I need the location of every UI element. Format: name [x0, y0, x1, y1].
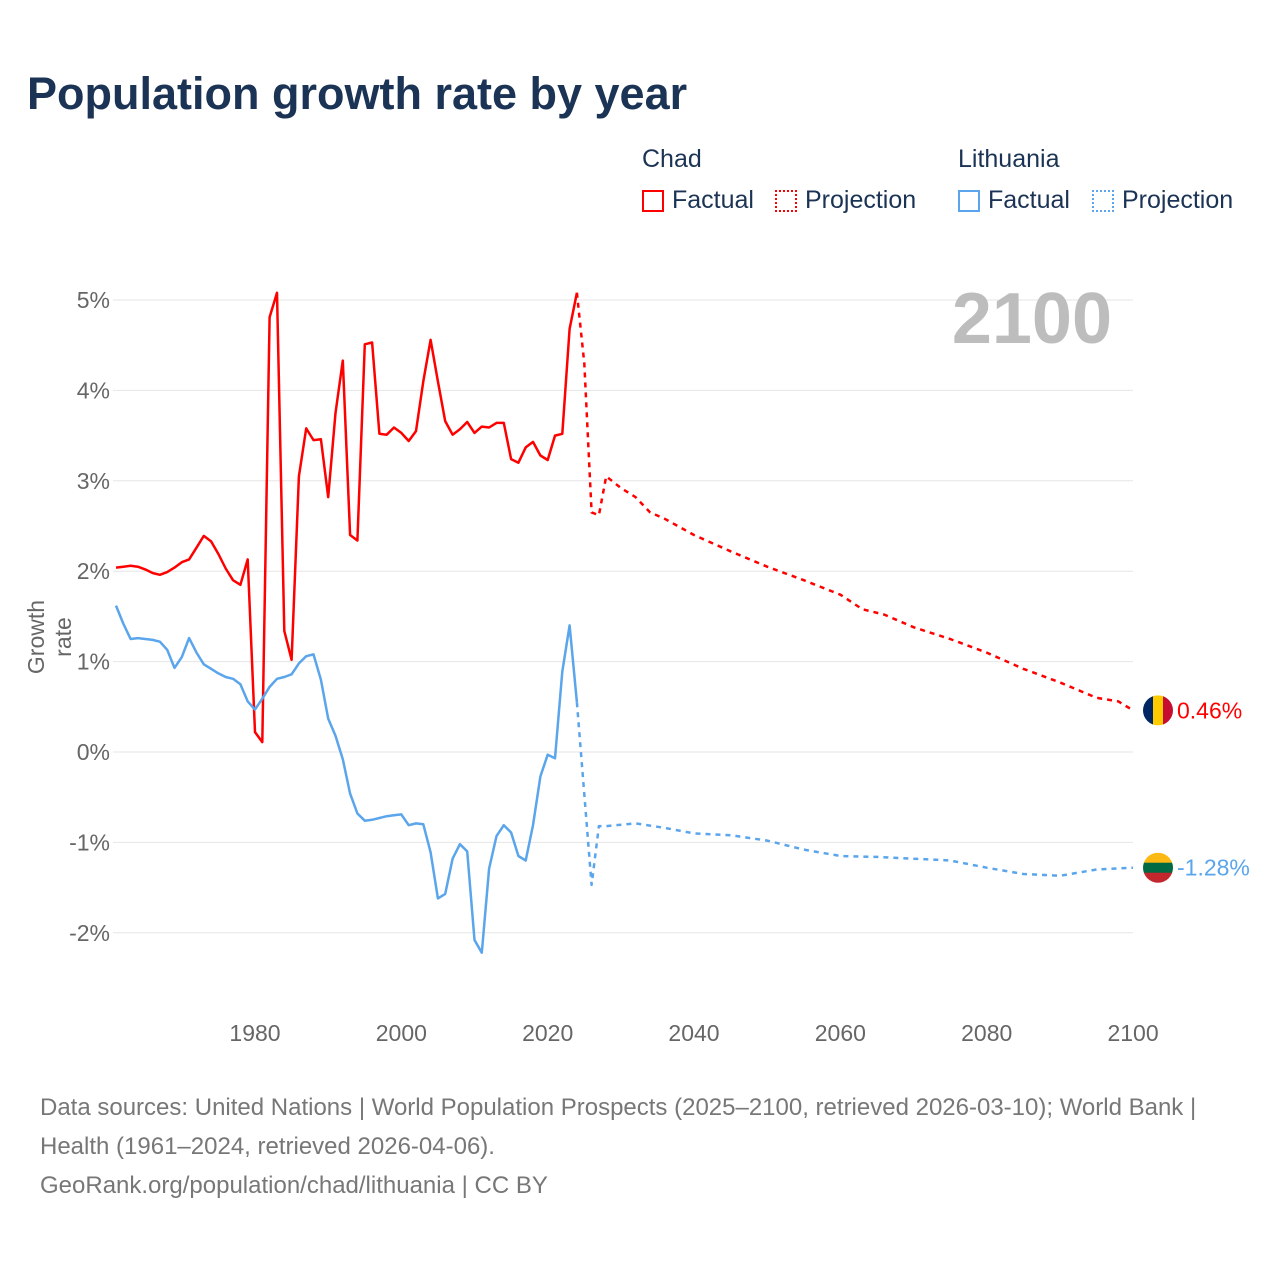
y-tick-label: 2%	[77, 558, 110, 584]
legend-chad-factual[interactable]: Factual	[642, 186, 754, 215]
source-link[interactable]: GeoRank.org/population/chad/lithuania | …	[40, 1172, 548, 1199]
x-tick-label: 2040	[668, 1020, 719, 1046]
legend-lithuania-projection[interactable]: Projection	[1092, 186, 1233, 215]
chad-factual-line	[115, 291, 579, 744]
x-tick-label: 1980	[229, 1020, 280, 1046]
legend-swatch-solid	[642, 189, 664, 212]
x-tick-label: 2000	[376, 1020, 427, 1046]
legend-swatch-dotted	[1092, 189, 1114, 212]
legend-label: Factual	[672, 186, 754, 214]
x-tick-label: 2020	[522, 1020, 573, 1046]
chad-projection-line	[575, 292, 1134, 712]
legend-label: Factual	[988, 186, 1070, 214]
chad-flag-icon	[1143, 695, 1173, 726]
y-tick-label: 1%	[77, 649, 110, 675]
y-tick-label: 3%	[77, 468, 110, 494]
lithuania-end-label: -1.28%	[1177, 855, 1250, 881]
legend-group-lithuania: Lithuania	[958, 145, 1060, 173]
y-tick-label: 5%	[77, 287, 110, 313]
legend-group-chad: Chad	[642, 145, 702, 173]
x-tick-label: 2100	[1107, 1020, 1158, 1046]
y-tick-label: -1%	[69, 829, 110, 855]
y-tick-label: 0%	[77, 739, 110, 765]
legend-chad-projection[interactable]: Projection	[775, 186, 916, 215]
y-tick-label: -2%	[69, 920, 110, 946]
legend-swatch-dotted	[775, 189, 797, 212]
legend-lithuania-factual[interactable]: Factual	[958, 186, 1070, 215]
chad-end-label: 0.46%	[1177, 697, 1242, 723]
lithuania-flag-icon	[1143, 852, 1173, 883]
legend-label: Projection	[1122, 186, 1234, 214]
lithuania-factual-line	[114, 605, 579, 954]
lithuania-projection-line	[575, 702, 1134, 887]
data-sources: Data sources: United Nations | World Pop…	[40, 1094, 1197, 1160]
current-year-label: 2100	[951, 279, 1112, 359]
legend-swatch-solid	[958, 189, 980, 212]
y-tick-label: 4%	[77, 377, 110, 403]
x-tick-label: 2060	[815, 1020, 866, 1046]
chart-title: Population growth rate by year	[27, 68, 688, 119]
legend-label: Projection	[805, 186, 917, 214]
footer: Data sources: United Nations | World Pop…	[40, 1088, 1240, 1205]
x-tick-label: 2080	[961, 1020, 1012, 1046]
